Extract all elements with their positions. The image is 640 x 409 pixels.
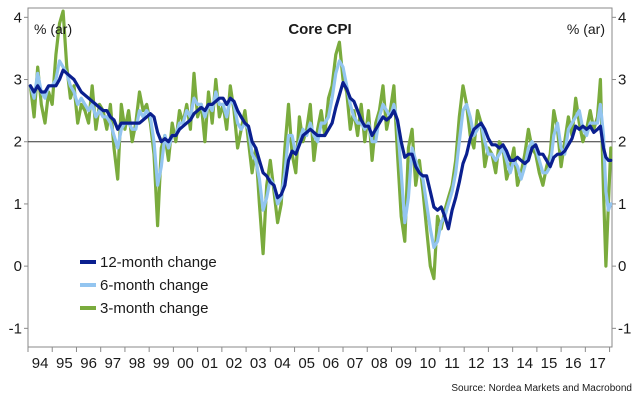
x-tick-label: 08 — [371, 355, 388, 372]
x-tick-label: 97 — [104, 355, 121, 372]
x-tick-label: 07 — [347, 355, 364, 372]
legend-label-12-month-change: 12-month change — [100, 254, 217, 271]
x-tick-label: 10 — [419, 355, 436, 372]
x-tick-label: 01 — [201, 355, 218, 372]
x-tick-label: 12 — [468, 355, 485, 372]
legend-label-3-month-change: 3-month change — [100, 300, 208, 317]
x-tick-label: 04 — [274, 355, 291, 372]
left-axis-unit-label: % (ar) — [34, 21, 72, 37]
x-tick-label: 11 — [444, 355, 460, 372]
x-tick-label: 98 — [129, 355, 146, 372]
x-tick-label: 17 — [589, 355, 606, 372]
x-tick-label: 16 — [565, 355, 582, 372]
series-line-12-month-change — [28, 68, 613, 231]
right-axis-unit-label: % (ar) — [567, 21, 605, 37]
x-tick-label: 06 — [323, 355, 340, 372]
plot-area-border — [27, 7, 613, 348]
x-tick-label: 99 — [153, 355, 170, 372]
source-note: Source: Nordea Markets and Macrobond — [451, 383, 632, 394]
y-tick-label-right: 2 — [618, 134, 626, 151]
x-tick-label: 13 — [492, 355, 509, 372]
y-tick-label-left: -1 — [9, 320, 22, 337]
y-tick-label-right: 4 — [618, 9, 626, 26]
tick-layer: -1 -10 01 12 23 34 494 95 96 97 98 99 00 01 02 03 04 05 06… — [9, 9, 632, 372]
x-tick-label: 95 — [56, 355, 73, 372]
y-tick-label-left: 0 — [14, 258, 22, 275]
x-tick-label: 15 — [541, 355, 558, 372]
y-tick-label-left: 4 — [14, 9, 22, 26]
chart-title: Core CPI — [288, 21, 351, 38]
series-layer — [28, 9, 613, 281]
x-tick-label: 03 — [250, 355, 267, 372]
legend: 12-month change 6-month change 3-month cha… — [80, 254, 217, 317]
legend-label-6-month-change: 6-month change — [100, 277, 208, 294]
y-tick-label-right: 3 — [618, 72, 626, 89]
y-tick-label-right: 1 — [618, 196, 626, 213]
x-tick-label: 02 — [226, 355, 243, 372]
x-tick-label: 96 — [80, 355, 97, 372]
y-tick-label-right: -1 — [618, 320, 631, 337]
y-tick-label-left: 3 — [14, 72, 22, 89]
chart-frame — [27, 7, 613, 348]
y-tick-label-left: 1 — [14, 196, 22, 213]
x-tick-label: 94 — [32, 355, 49, 372]
x-tick-label: 14 — [516, 355, 533, 372]
x-tick-label: 09 — [395, 355, 412, 372]
y-tick-label-right: 0 — [618, 258, 626, 275]
x-tick-label: 05 — [298, 355, 315, 372]
x-tick-label: 00 — [177, 355, 194, 372]
y-tick-label-left: 2 — [14, 134, 22, 151]
